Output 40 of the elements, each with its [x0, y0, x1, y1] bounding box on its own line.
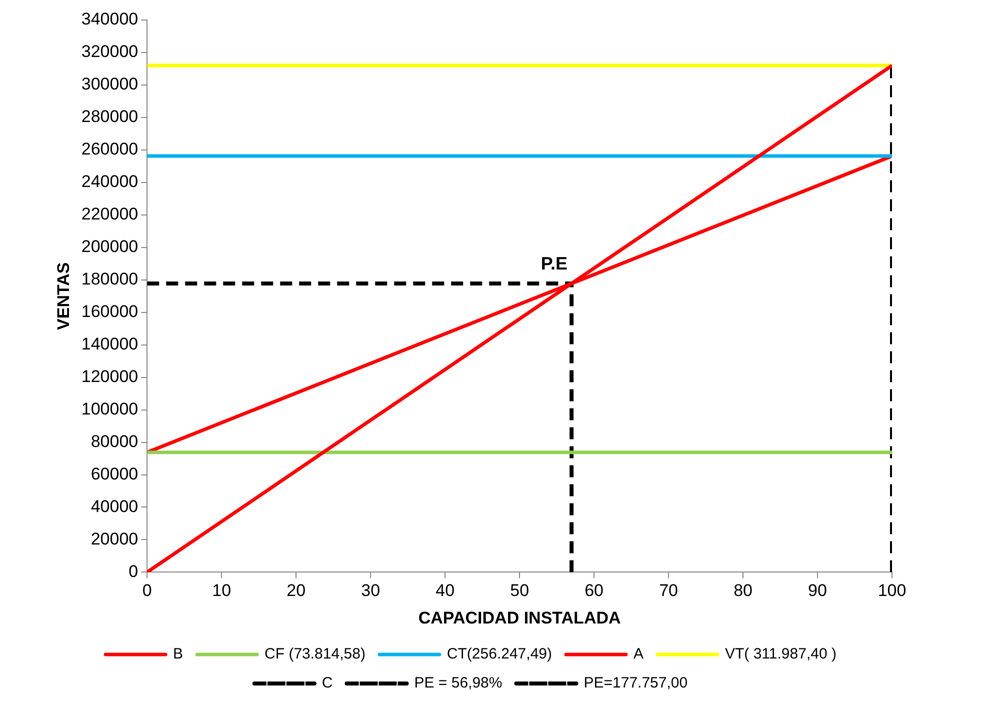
annotation: P.E: [540, 253, 568, 274]
y-tick-label: 200000: [81, 237, 138, 256]
y-tick-label: 160000: [81, 302, 138, 322]
x-tick-label: 50: [510, 581, 530, 600]
x-tick-label: 40: [436, 581, 455, 600]
x-tick-label: 60: [584, 581, 604, 600]
y-axis-title: VENTAS: [54, 262, 73, 330]
legend-label: CT(256.247,49): [446, 646, 552, 663]
x-tick-label: 10: [212, 581, 232, 600]
x-tick-label: 0: [142, 581, 152, 600]
y-tick-label: 260000: [81, 140, 138, 159]
x-axis-title: CAPACIDAD INSTALADA: [418, 608, 621, 628]
y-tick-label: 220000: [81, 204, 138, 224]
legend-label: PE=177.757,00: [584, 674, 688, 692]
y-tick-label: 240000: [81, 172, 138, 192]
y-tick-label: 340000: [81, 10, 138, 29]
y-tick-label: 80000: [90, 432, 138, 451]
y-tick-label: 60000: [90, 464, 138, 484]
x-tick-label: 90: [808, 581, 827, 600]
x-tick-label: 80: [734, 581, 752, 600]
y-tick-label: 320000: [81, 42, 138, 62]
y-tick-label: 20000: [90, 529, 138, 548]
y-tick-label: 40000: [90, 496, 138, 516]
legend-label: B: [173, 646, 184, 663]
y-tick-label: 100000: [81, 399, 138, 418]
legend-label: PE = 56,98%: [414, 674, 502, 692]
legend-label: A: [633, 646, 644, 663]
x-tick-label: 20: [286, 581, 306, 600]
legend-label: VT( 311.987,40 ): [725, 646, 836, 663]
y-tick-label: 180000: [81, 270, 138, 289]
legend-label: C: [322, 674, 333, 692]
legend-label: CF (73.814,58): [264, 646, 366, 663]
y-tick-label: 120000: [81, 366, 138, 386]
y-tick-label: 280000: [81, 107, 138, 126]
y-tick-label: 0: [128, 562, 138, 581]
x-tick-label: 100: [878, 581, 906, 600]
x-tick-label: 70: [659, 581, 678, 600]
x-tick-label: 30: [361, 581, 380, 600]
y-tick-label: 140000: [81, 334, 138, 354]
y-tick-label: 300000: [81, 74, 138, 94]
